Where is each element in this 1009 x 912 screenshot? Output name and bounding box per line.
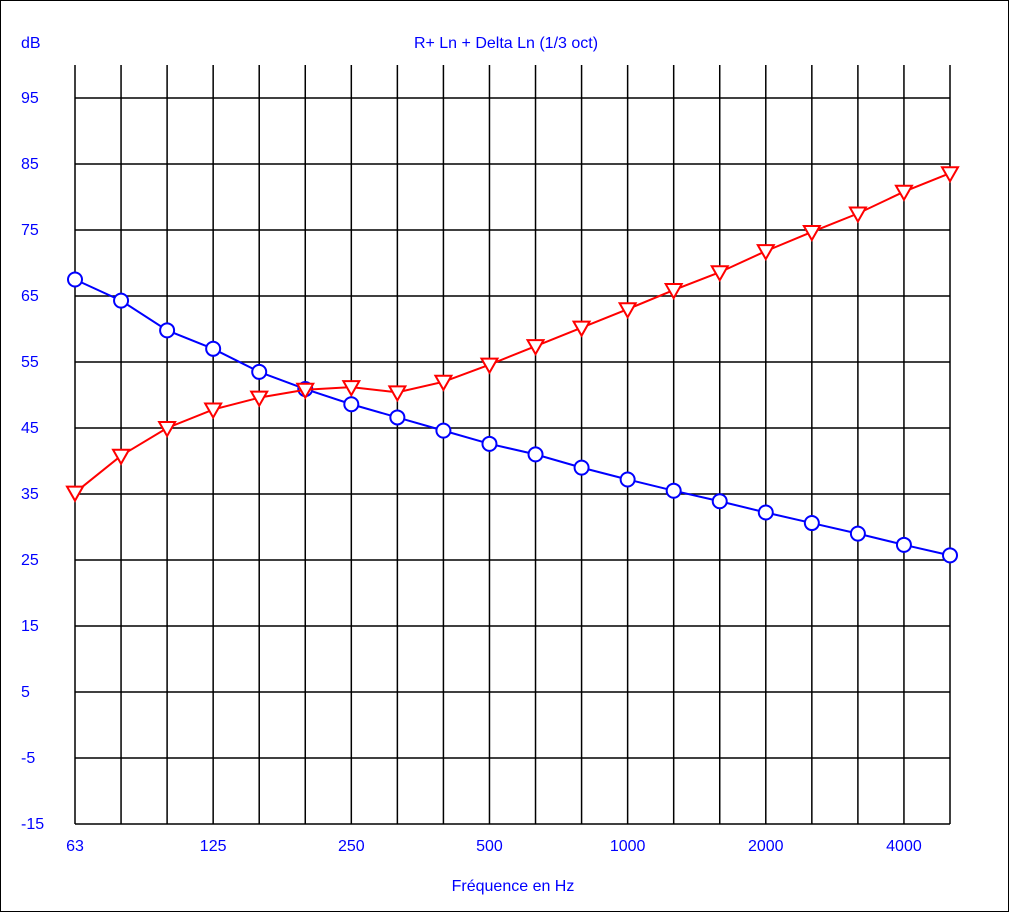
data-point: [619, 471, 636, 488]
chart-title: R+ Ln + Delta Ln (1/3 oct): [414, 35, 598, 52]
data-point: [663, 283, 684, 301]
x-tick-label: 2000: [748, 838, 784, 855]
data-point: [251, 363, 268, 380]
data-point: [65, 485, 85, 503]
x-tick-label: 500: [476, 838, 503, 855]
x-tick-label: 1000: [610, 838, 646, 855]
data-point: [203, 402, 223, 420]
y-tick-label: 95: [21, 90, 39, 107]
data-point: [387, 385, 408, 403]
data-point: [803, 515, 820, 532]
x-tick-label: 4000: [886, 838, 922, 855]
data-point: [157, 421, 177, 439]
data-point: [802, 224, 822, 242]
x-tick-label: 63: [66, 838, 84, 855]
y-tick-label: -5: [21, 750, 35, 767]
data-point: [113, 292, 130, 309]
data-point: [710, 265, 730, 283]
y-tick-label: 45: [21, 420, 39, 437]
data-point: [527, 446, 544, 463]
y-tick-label: 5: [21, 684, 30, 701]
y-tick-label: 25: [21, 552, 39, 569]
data-point: [757, 504, 774, 521]
data-point: [894, 184, 914, 202]
x-tick-label: 125: [200, 838, 227, 855]
data-point: [617, 302, 638, 320]
tick-labels: 95 85 75 65 55 45 35 25 15 5 -5 -15 63 125 250 500 1000 2…: [21, 90, 922, 855]
data-point: [111, 448, 131, 466]
data-point: [571, 320, 592, 338]
data-point: [942, 547, 958, 564]
data-point: [665, 482, 682, 499]
data-point: [711, 493, 728, 510]
x-tick-label: 250: [338, 838, 365, 855]
data-point: [343, 396, 360, 413]
data-point: [849, 525, 866, 542]
data-point: [481, 435, 498, 452]
data-point: [205, 340, 222, 357]
y-tick-label: -15: [21, 816, 44, 833]
data-point: [895, 536, 912, 553]
series-2: [65, 166, 960, 503]
data-point: [756, 244, 776, 262]
data-point: [573, 459, 590, 476]
data-point: [67, 271, 83, 288]
y-tick-label: 55: [21, 354, 39, 371]
data-point: [435, 422, 452, 439]
y-tick-label: 65: [21, 288, 39, 305]
series-line: [74, 172, 951, 494]
y-tick-label: 35: [21, 486, 39, 503]
y-tick-label: 15: [21, 618, 39, 635]
series-layer: [65, 166, 960, 564]
data-point: [389, 409, 406, 426]
x-axis-label: Fréquence en Hz: [452, 878, 575, 895]
data-point: [525, 339, 546, 357]
grid: [74, 65, 951, 825]
y-tick-label: 85: [21, 156, 39, 173]
data-point: [940, 166, 960, 184]
data-point: [249, 390, 269, 408]
data-point: [433, 374, 454, 392]
y-tick-label: 75: [21, 222, 39, 239]
series-line: [74, 278, 951, 557]
series-1: [67, 271, 958, 564]
data-point: [341, 380, 362, 398]
data-point: [479, 357, 500, 375]
data-point: [159, 322, 176, 339]
y-axis-label: dB: [21, 35, 41, 52]
data-point: [295, 382, 315, 400]
data-point: [848, 206, 868, 224]
